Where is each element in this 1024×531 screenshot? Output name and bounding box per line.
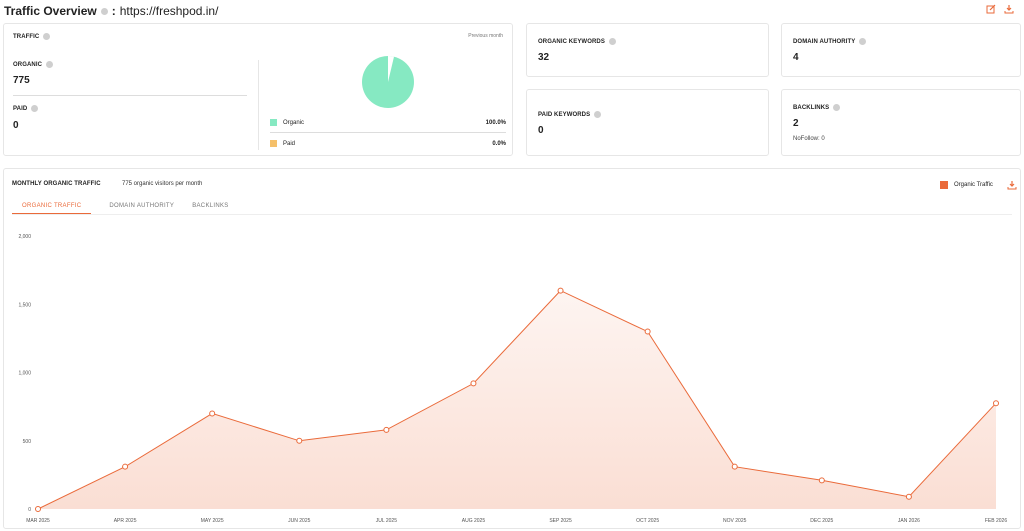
tab-backlinks[interactable]: BACKLINKS <box>192 203 229 209</box>
x-tick-label: AUG 2025 <box>462 518 486 524</box>
traffic-title-text: TRAFFIC <box>13 33 40 40</box>
data-point[interactable] <box>905 493 912 500</box>
info-icon[interactable] <box>46 61 54 68</box>
organic-value: 775 <box>13 75 30 86</box>
download-icon[interactable] <box>1007 180 1017 190</box>
x-tick-label: JAN 2026 <box>898 518 920 524</box>
series-line <box>37 289 997 510</box>
divider <box>13 95 247 96</box>
x-tick-label: OCT 2025 <box>636 518 659 524</box>
chart-legend-swatch <box>940 181 948 189</box>
organic-label: ORGANIC <box>13 61 54 68</box>
tabs-underline <box>12 214 1012 215</box>
data-point[interactable] <box>296 437 303 444</box>
x-tick-label: MAY 2025 <box>201 518 224 524</box>
x-tick-label: MAR 2025 <box>26 518 50 524</box>
x-tick-label: JUL 2025 <box>376 518 397 524</box>
backlinks-label: BACKLINKS <box>793 104 841 111</box>
paid-value: 0 <box>13 120 19 131</box>
organic-label-text: ORGANIC <box>13 61 43 68</box>
info-icon[interactable] <box>608 38 616 45</box>
domain-authority-value: 4 <box>793 52 799 63</box>
organic-keywords-label: ORGANIC KEYWORDS <box>538 38 616 45</box>
legend-name-paid: Paid <box>283 140 296 147</box>
tab-organic-traffic[interactable]: ORGANIC TRAFFIC <box>12 203 92 214</box>
data-point[interactable] <box>470 380 477 387</box>
organic-keywords-value: 32 <box>538 52 550 63</box>
paid-label: PAID <box>13 105 39 112</box>
domain-authority-label: DOMAIN AUTHORITY <box>793 38 867 45</box>
legend-percent-organic: 100.0% <box>485 119 506 126</box>
tab-domain-authority[interactable]: DOMAIN AUTHORITY <box>109 203 175 209</box>
legend-row-paid: Paid 0.0% <box>270 140 506 147</box>
domain-authority-label-text: DOMAIN AUTHORITY <box>793 38 856 45</box>
data-point[interactable] <box>731 463 738 470</box>
info-icon[interactable] <box>43 33 51 40</box>
y-tick-label: 2,000 <box>18 234 31 240</box>
chart-tabs: ORGANIC TRAFFIC DOMAIN AUTHORITY BACKLIN… <box>12 203 229 214</box>
download-icon[interactable] <box>1004 4 1014 14</box>
traffic-card: TRAFFIC Previous month ORGANIC 775 PAID … <box>3 23 513 156</box>
pie-gap <box>388 56 394 82</box>
legend-name-organic: Organic <box>283 119 305 126</box>
data-point[interactable] <box>818 477 825 484</box>
header-actions <box>986 4 1014 14</box>
title-separator: : <box>111 4 116 18</box>
legend-divider <box>270 132 506 133</box>
data-point[interactable] <box>35 506 41 512</box>
info-icon[interactable] <box>859 38 867 45</box>
x-tick-label: SEP 2025 <box>549 518 572 524</box>
domain-url: https://freshpod.in/ <box>119 4 219 18</box>
legend-swatch-paid <box>270 140 277 147</box>
info-icon[interactable] <box>31 105 39 112</box>
y-tick-label: 0 <box>28 507 31 513</box>
x-tick-label: APR 2025 <box>114 518 137 524</box>
data-point[interactable] <box>644 328 651 335</box>
info-icon[interactable] <box>833 104 841 111</box>
y-tick-label: 500 <box>23 439 32 445</box>
backlinks-nofollow: NoFollow: 0 <box>793 136 825 142</box>
monthly-subtitle: 775 organic visitors per month <box>122 181 203 187</box>
area-fill <box>38 290 996 509</box>
traffic-pie-chart <box>362 56 414 108</box>
legend-row-organic: Organic 100.0% <box>270 119 506 126</box>
backlinks-label-text: BACKLINKS <box>793 104 830 111</box>
x-tick-label: JUN 2025 <box>288 518 310 524</box>
vertical-divider <box>258 60 259 150</box>
x-tick-label: FEB 2026 <box>985 518 1007 524</box>
edit-icon[interactable] <box>986 4 996 14</box>
traffic-title: TRAFFIC <box>13 33 51 40</box>
paid-keywords-label: PAID KEYWORDS <box>538 111 602 118</box>
info-icon[interactable] <box>594 111 602 118</box>
monthly-title: MONTHLY ORGANIC TRAFFIC <box>12 181 101 187</box>
legend-swatch-organic <box>270 119 277 126</box>
x-tick-label: DEC 2025 <box>810 518 833 524</box>
chart-legend-label: Organic Traffic <box>954 182 993 188</box>
data-point[interactable] <box>993 400 999 407</box>
info-icon[interactable] <box>100 7 108 15</box>
organic-keywords-card: ORGANIC KEYWORDS 32 <box>526 23 769 77</box>
data-point[interactable] <box>383 426 390 433</box>
data-point[interactable] <box>122 463 129 470</box>
legend-percent-paid: 0.0% <box>492 140 506 147</box>
paid-keywords-card: PAID KEYWORDS 0 <box>526 89 769 156</box>
y-tick-label: 1,000 <box>18 371 31 377</box>
x-tick-label: NOV 2025 <box>723 518 747 524</box>
y-tick-label: 1,500 <box>18 302 31 308</box>
domain-authority-card: DOMAIN AUTHORITY 4 <box>781 23 1021 77</box>
paid-keywords-label-text: PAID KEYWORDS <box>538 111 591 118</box>
backlinks-value: 2 <box>793 118 799 129</box>
paid-keywords-value: 0 <box>538 125 544 136</box>
page-header: Traffic Overview : https://freshpod.in/ <box>4 4 218 18</box>
data-point[interactable] <box>557 287 564 294</box>
page-title: Traffic Overview <box>4 4 97 18</box>
chart-legend: Organic Traffic <box>940 180 1017 190</box>
monthly-traffic-chart: 0 500 1,000 1,500 2,000 MAR 2025 APR 2025 MAY … <box>18 234 1007 524</box>
backlinks-card: BACKLINKS 2 NoFollow: 0 <box>781 89 1021 156</box>
data-point[interactable] <box>209 410 216 417</box>
organic-keywords-label-text: ORGANIC KEYWORDS <box>538 38 605 45</box>
paid-label-text: PAID <box>13 105 28 112</box>
previous-month-label: Previous month <box>468 33 503 39</box>
